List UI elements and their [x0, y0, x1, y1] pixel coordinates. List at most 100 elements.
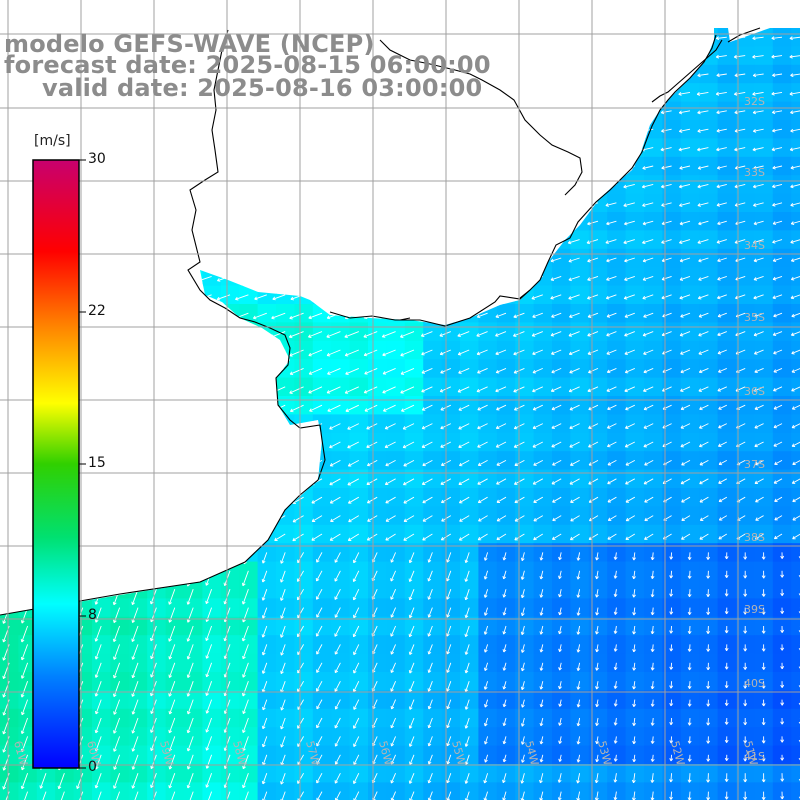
- wind-speed-cell: [202, 322, 222, 342]
- wind-arrow: [237, 460, 249, 467]
- wind-speed-cell: [147, 120, 167, 139]
- wind-arrow: [792, 533, 800, 540]
- wind-arrow: [477, 496, 488, 504]
- wind-arrow: [613, 625, 618, 634]
- wind-arrow: [105, 239, 120, 246]
- wind-speed-cell: [147, 230, 167, 250]
- wind-arrow: [539, 736, 544, 745]
- wind-speed-cell: [165, 138, 185, 158]
- wind-speed-cell: [368, 193, 387, 213]
- wind-arrow: [576, 773, 581, 784]
- wind-speed-cell: [257, 396, 277, 415]
- wind-arrow: [595, 625, 599, 635]
- wind-speed-cell: [460, 432, 479, 452]
- wind-speed-cell: [496, 524, 516, 544]
- wind-speed-cell: [404, 396, 424, 415]
- wind-arrow: [680, 404, 691, 411]
- wind-arrow: [178, 128, 194, 134]
- wind-speed-cell: [312, 414, 332, 434]
- wind-speed-cell: [736, 340, 755, 360]
- wind-speed-cell: [699, 230, 719, 250]
- wind-arrow: [236, 478, 249, 486]
- wind-arrow: [632, 589, 636, 598]
- wind-arrow: [743, 791, 748, 800]
- wind-arrow: [364, 147, 378, 152]
- wind-arrow: [771, 91, 783, 96]
- wind-speed-cell: [754, 506, 774, 526]
- wind-arrow: [687, 736, 692, 744]
- wind-arrow: [774, 533, 783, 540]
- wind-arrow: [94, 570, 102, 587]
- wind-speed-cell: [202, 230, 222, 250]
- colorbar-label-22: 22: [88, 303, 106, 319]
- wind-arrow: [496, 478, 507, 485]
- wind-arrow: [706, 754, 711, 762]
- wind-speed-cell: [423, 156, 443, 176]
- wind-arrow: [291, 441, 304, 449]
- wind-speed-cell: [147, 175, 167, 195]
- wind-arrow: [650, 699, 655, 707]
- wind-speed-cell: [0, 193, 19, 213]
- wind-speed-cell: [644, 101, 663, 121]
- wind-arrow: [215, 147, 231, 153]
- wind-arrow: [241, 589, 249, 605]
- wind-speed-cell: [754, 304, 774, 323]
- wind-speed-cell: [662, 267, 682, 287]
- wind-arrow: [606, 386, 617, 392]
- wind-arrow: [326, 386, 341, 394]
- wind-speed-cell: [202, 414, 222, 434]
- wind-speed-cell: [680, 83, 700, 103]
- wind-speed-cell: [515, 359, 535, 379]
- wind-arrow: [595, 570, 599, 580]
- wind-speed-cell: [699, 451, 719, 471]
- wind-speed-cell: [625, 285, 645, 305]
- wind-arrow: [20, 773, 29, 790]
- wind-speed-cell: [423, 101, 443, 121]
- wind-speed-cell: [607, 451, 627, 471]
- wind-speed-cell: [791, 782, 800, 800]
- wind-speed-cell: [662, 193, 682, 213]
- wind-arrow: [458, 478, 470, 486]
- wind-arrow: [408, 773, 415, 784]
- wind-speed-cell: [128, 377, 148, 397]
- wind-arrow: [644, 460, 654, 466]
- wind-speed-cell: [736, 267, 755, 287]
- wind-arrow: [160, 110, 175, 115]
- wind-arrow: [549, 91, 562, 96]
- wind-arrow: [743, 773, 748, 783]
- wind-speed-cell: [644, 28, 663, 47]
- wind-arrow: [679, 202, 691, 207]
- wind-arrow: [724, 552, 729, 560]
- wind-arrow: [144, 423, 157, 431]
- wind-arrow: [401, 404, 415, 412]
- wind-arrow: [761, 607, 766, 615]
- wind-arrow: [178, 147, 194, 153]
- wind-arrow: [643, 404, 654, 411]
- wind-speed-cell: [680, 396, 700, 415]
- wind-speed-cell: [478, 432, 498, 452]
- wind-arrow: [753, 386, 764, 392]
- wind-arrow: [200, 460, 212, 467]
- wind-arrow: [12, 128, 28, 134]
- wind-speed-cell: [110, 561, 130, 581]
- wind-speed-cell: [331, 396, 351, 415]
- wind-speed-cell: [791, 451, 800, 471]
- wind-arrow: [123, 239, 139, 246]
- wind-speed-cell: [423, 322, 443, 342]
- wind-speed-cell: [239, 340, 259, 360]
- wind-speed-cell: [588, 396, 608, 415]
- wind-speed-cell: [625, 193, 645, 213]
- wind-speed-cell: [220, 488, 240, 507]
- lon-label: 57W: [303, 739, 322, 767]
- wind-speed-cell: [220, 340, 240, 360]
- wind-arrow: [699, 478, 709, 485]
- wind-arrow: [235, 220, 249, 227]
- wind-arrow: [215, 331, 231, 339]
- wind-arrow: [383, 183, 396, 189]
- wind-arrow: [401, 128, 415, 134]
- wind-speed-cell: [662, 359, 682, 379]
- wind-speed-cell: [128, 414, 148, 434]
- wind-arrow: [186, 773, 194, 789]
- wind-speed-cell: [257, 506, 277, 526]
- wind-speed-cell: [257, 488, 277, 507]
